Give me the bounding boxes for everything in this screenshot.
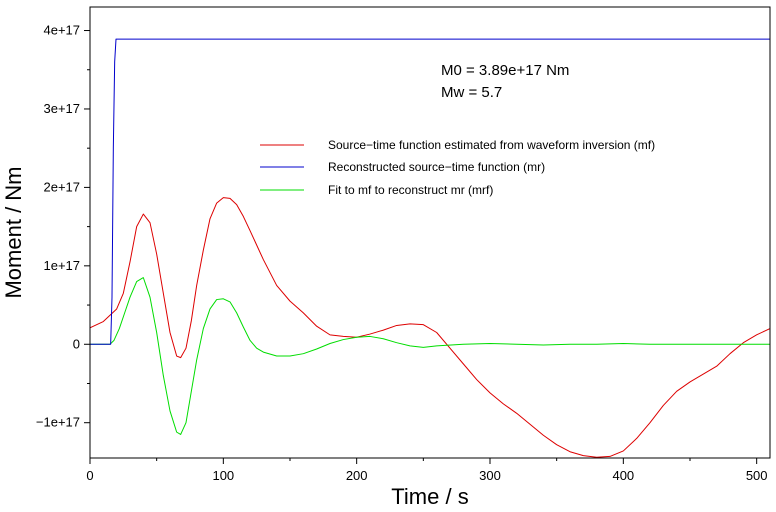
y-axis: −1e+17 0 1e+17 2e+17 3e+17 4e+17	[36, 23, 90, 430]
series-mf-line	[90, 197, 770, 458]
x-tick-label: 200	[346, 468, 368, 483]
x-tick-label: 0	[86, 468, 93, 483]
plot-area	[90, 38, 770, 458]
y-axis-title: Moment / Nm	[1, 166, 26, 298]
annotation-magnitude: Mw = 5.7	[441, 84, 502, 101]
x-tick-label: 300	[479, 468, 501, 483]
y-tick-label: 4e+17	[43, 23, 80, 38]
y-tick-label: 2e+17	[43, 179, 80, 194]
annotation-moment: M0 = 3.89e+17 Nm	[441, 62, 569, 79]
x-tick-label: 100	[212, 468, 234, 483]
y-tick-label: 1e+17	[43, 258, 80, 273]
plot-frame	[89, 6, 771, 459]
y-tick-label: 3e+17	[43, 101, 80, 116]
y-tick-label: −1e+17	[36, 415, 80, 430]
x-tick-label: 400	[612, 468, 634, 483]
legend-label-mrf: Fit to mf to reconstruct mr (mrf)	[328, 183, 493, 197]
series-mrf-line	[90, 277, 770, 435]
series-mr-line	[90, 38, 770, 345]
x-axis-title: Time / s	[391, 484, 468, 509]
y-tick-label: 0	[73, 336, 80, 351]
x-axis: 0 100 200 300 400 500	[86, 458, 768, 483]
legend: Source−time function estimated from wave…	[260, 138, 655, 197]
legend-label-mf: Source−time function estimated from wave…	[328, 138, 655, 152]
legend-label-mr: Reconstructed source−time function (mr)	[328, 160, 545, 174]
x-tick-label: 500	[746, 468, 768, 483]
